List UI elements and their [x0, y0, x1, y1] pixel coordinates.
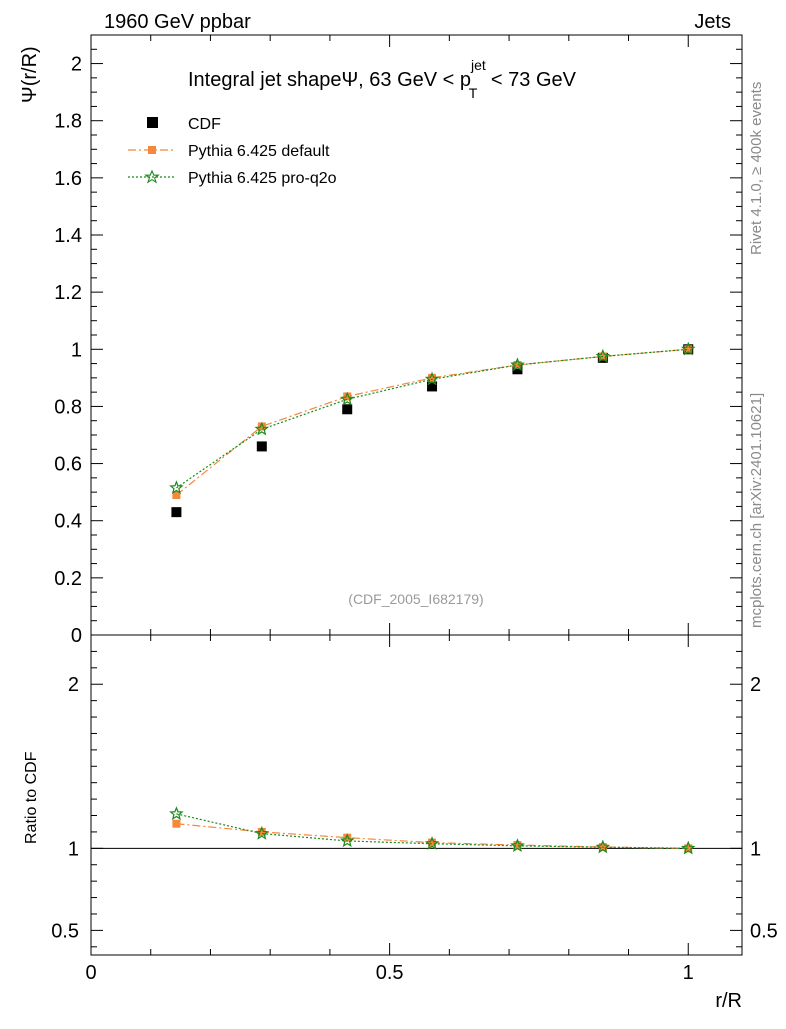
y-tick-label: 0.6	[54, 454, 82, 476]
legend-label-cdf: CDF	[188, 116, 221, 133]
ratio-point-proq2o	[680, 840, 696, 855]
ratio-point-proq2o	[595, 839, 611, 854]
legend-marker-cdf	[147, 117, 158, 128]
line-default	[176, 348, 689, 496]
point-default	[172, 491, 181, 499]
point-default	[343, 392, 352, 401]
ratio-y-tick-label-right: 0.5	[750, 920, 778, 942]
point-proq2o	[254, 421, 270, 436]
ratio-line-proq2o	[176, 813, 689, 849]
y-tick-label: 1.4	[54, 225, 82, 247]
y-tick-label: 1.8	[54, 111, 82, 133]
ratio-point-proq2o	[424, 836, 440, 850]
y-tick-label: 0.4	[54, 511, 82, 533]
ratio-y-tick-label: 0.5	[51, 920, 79, 942]
mcplots-label: mcplots.cern.ch [arXiv:2401.10621]	[748, 393, 765, 628]
ratio-point-default	[257, 827, 266, 836]
ratio-plot-frame	[90, 634, 743, 956]
ratio-point-default	[684, 844, 693, 853]
ratio-point-proq2o	[339, 833, 355, 848]
point-proq2o	[339, 391, 355, 406]
ratio-point-proq2o	[169, 806, 184, 821]
ratio-point-proq2o	[254, 825, 270, 840]
point-default	[513, 361, 522, 369]
point-proq2o	[680, 341, 696, 356]
point-cdf	[256, 441, 267, 452]
y-tick-label: 0	[71, 625, 82, 647]
ratio-point-proq2o	[510, 838, 525, 853]
legend-label-proq2o: Pythia 6.425 pro-q2o	[188, 170, 337, 187]
ratio-y-tick-label: 1	[68, 838, 79, 860]
chart-title-sub: T	[469, 85, 478, 101]
y-tick-label: 1	[71, 339, 82, 361]
analysis-watermark: (CDF_2005_I682179)	[348, 591, 483, 607]
ratio-point-default	[428, 838, 437, 847]
y-tick-label: 1.6	[54, 168, 82, 190]
point-proq2o	[169, 480, 184, 495]
ratio-point-default	[343, 833, 352, 842]
legend-marker-proq2o	[144, 169, 160, 184]
point-default	[684, 345, 693, 354]
x-tick-label: 1	[683, 962, 694, 984]
point-proq2o	[424, 371, 440, 386]
y-tick-label: 0.2	[54, 568, 82, 590]
point-default	[428, 373, 437, 382]
y-tick-label: 1.2	[54, 282, 82, 304]
ratio-y-tick-label-right: 2	[750, 674, 761, 696]
legend-label-default: Pythia 6.425 default	[188, 143, 330, 160]
chart-title-main: Integral jet shapeΨ, 63 GeV < p	[188, 69, 471, 91]
x-tick-label: 0	[85, 962, 96, 984]
point-default	[257, 422, 266, 431]
legend: CDF Pythia 6.425 default Pythia 6.425 pr…	[128, 116, 337, 187]
point-proq2o	[595, 348, 611, 363]
x-axis-label: r/R	[715, 990, 742, 1012]
point-cdf	[512, 364, 523, 375]
point-proq2o	[510, 357, 525, 372]
y-tick-label: 2	[71, 54, 82, 76]
y-axis-label: Ψ(r/R)	[19, 46, 41, 103]
ratio-point-default	[513, 841, 522, 850]
header-right: Jets	[694, 11, 731, 33]
ratio-point-default	[172, 819, 181, 828]
point-cdf	[342, 404, 353, 415]
rivet-version-label: Rivet 4.1.0, ≥ 400k events	[748, 82, 765, 255]
point-cdf	[171, 507, 182, 518]
x-tick-label: 0.5	[376, 962, 404, 984]
legend-marker-default	[148, 146, 156, 154]
chart-title: Integral jet shapeΨ, 63 GeV < pjet T < 73…	[188, 57, 577, 101]
ratio-y-tick-label-right: 1	[750, 838, 761, 860]
ratio-y-axis-label: Ratio to CDF	[23, 751, 40, 844]
point-cdf	[427, 381, 438, 392]
chart-title-tail: < 73 GeV	[485, 69, 576, 91]
header-left: 1960 GeV ppbar	[104, 11, 251, 33]
line-proq2o	[176, 348, 689, 489]
y-tick-label: 0.8	[54, 396, 82, 418]
ratio-y-tick-label: 2	[68, 674, 79, 696]
chart-title-sup: jet	[470, 57, 486, 73]
